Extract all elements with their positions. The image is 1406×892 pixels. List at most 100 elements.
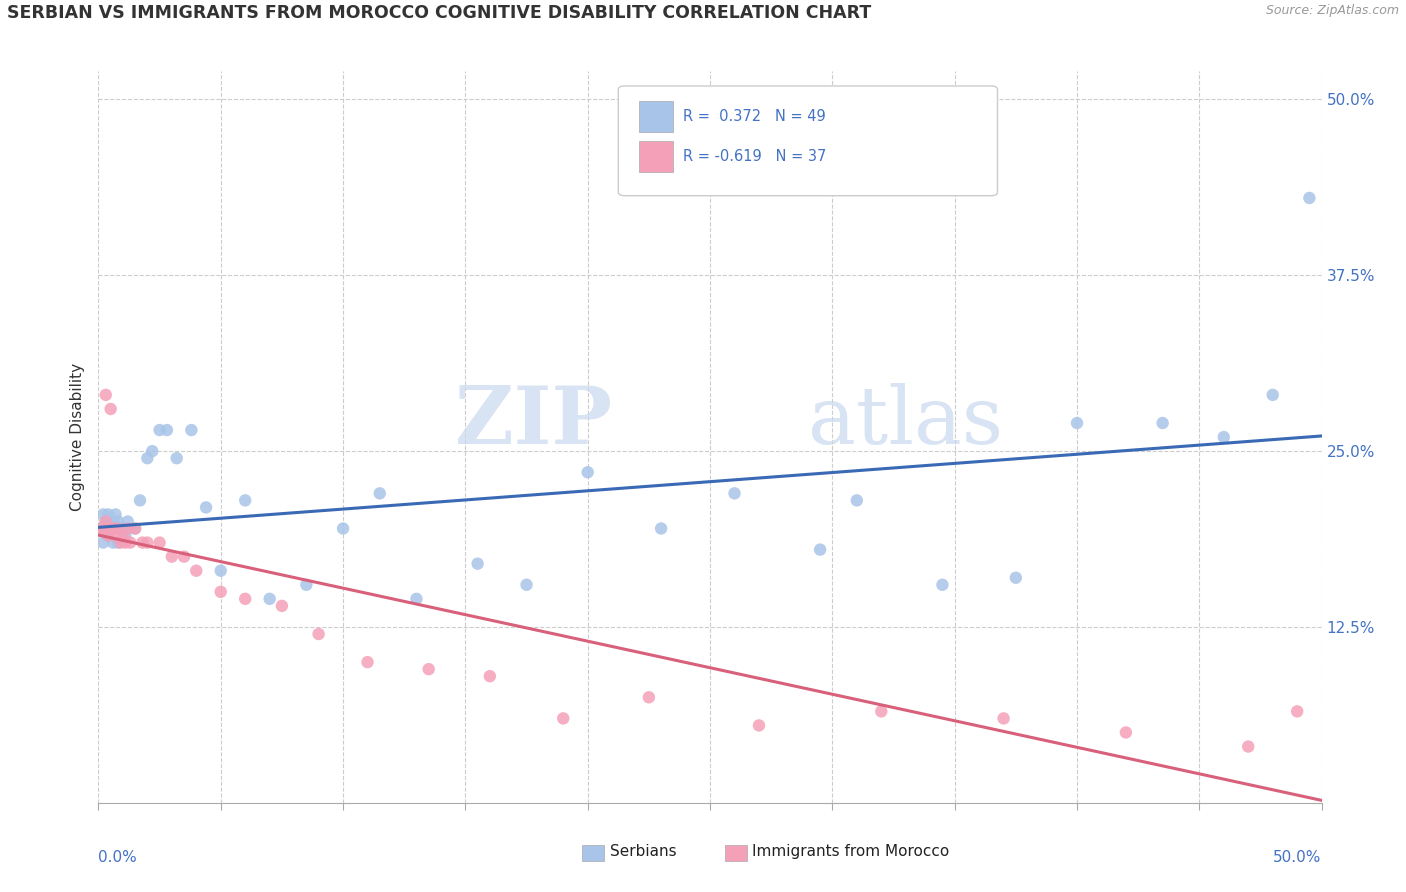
Point [149, 535, 172, 549]
Point [576, 465, 599, 479]
Point [114, 528, 136, 542]
Point [100, 521, 122, 535]
Point [808, 542, 831, 557]
Point [270, 599, 294, 613]
Point [107, 535, 129, 549]
Point [136, 535, 159, 549]
Point [1115, 725, 1137, 739]
Point [180, 423, 202, 437]
Point [233, 493, 256, 508]
Point [97, 508, 120, 522]
Point [1212, 430, 1234, 444]
Point [515, 578, 537, 592]
Point [100, 401, 122, 416]
Point [120, 535, 142, 549]
Point [1261, 388, 1284, 402]
Point [1004, 571, 1026, 585]
Point [332, 521, 354, 535]
Point [110, 535, 132, 549]
Point [104, 528, 127, 542]
Point [117, 521, 139, 535]
Point [149, 423, 172, 437]
Point [186, 564, 208, 578]
Point [91, 508, 114, 522]
Text: ZIP: ZIP [456, 384, 612, 461]
Point [233, 591, 256, 606]
Point [141, 444, 163, 458]
Text: 0.0%: 0.0% [98, 850, 138, 865]
Point [368, 486, 391, 500]
Point [1286, 705, 1309, 719]
Point [1298, 191, 1320, 205]
Point [111, 521, 134, 535]
Point [114, 535, 136, 549]
Point [94, 515, 117, 529]
Point [209, 584, 232, 599]
Point [467, 557, 489, 571]
Point [295, 578, 318, 592]
Point [156, 423, 179, 437]
Point [129, 493, 152, 508]
Point [748, 718, 770, 732]
Point [209, 564, 232, 578]
Point [97, 528, 120, 542]
Point [418, 662, 440, 676]
FancyBboxPatch shape [619, 86, 997, 195]
Point [131, 535, 153, 549]
Point [90, 521, 112, 535]
Bar [582, 846, 603, 862]
Point [638, 690, 661, 705]
Point [160, 549, 183, 564]
Point [723, 486, 745, 500]
Text: Source: ZipAtlas.com: Source: ZipAtlas.com [1265, 4, 1399, 18]
Point [104, 521, 127, 535]
Point [136, 451, 159, 466]
Bar [640, 102, 673, 132]
Point [1237, 739, 1260, 754]
Text: R =  0.372   N = 49: R = 0.372 N = 49 [683, 109, 825, 124]
Point [308, 627, 330, 641]
Point [107, 515, 129, 529]
Point [90, 521, 112, 535]
Point [117, 515, 139, 529]
Point [104, 508, 127, 522]
Point [195, 500, 218, 515]
Text: R = -0.619   N = 37: R = -0.619 N = 37 [683, 149, 827, 164]
Bar [724, 846, 747, 862]
Point [1066, 416, 1088, 430]
Y-axis label: Cognitive Disability: Cognitive Disability [70, 363, 86, 511]
Point [97, 528, 120, 542]
Point [1152, 416, 1174, 430]
Point [650, 521, 672, 535]
Text: Serbians: Serbians [610, 845, 676, 859]
Point [100, 515, 122, 529]
Point [173, 549, 195, 564]
Point [94, 388, 117, 402]
Point [94, 515, 117, 529]
Point [553, 711, 575, 725]
Point [166, 451, 188, 466]
Point [101, 535, 124, 549]
Bar [640, 141, 673, 171]
Point [100, 521, 122, 535]
Point [993, 711, 1015, 725]
Point [101, 515, 124, 529]
Point [931, 578, 953, 592]
Point [478, 669, 501, 683]
Point [124, 521, 146, 535]
Point [356, 655, 378, 669]
Point [107, 521, 129, 535]
Point [91, 535, 114, 549]
Text: Immigrants from Morocco: Immigrants from Morocco [752, 845, 949, 859]
Text: SERBIAN VS IMMIGRANTS FROM MOROCCO COGNITIVE DISABILITY CORRELATION CHART: SERBIAN VS IMMIGRANTS FROM MOROCCO COGNI… [7, 4, 872, 22]
Point [870, 705, 893, 719]
Point [110, 521, 132, 535]
Point [124, 521, 146, 535]
Point [405, 591, 427, 606]
Point [259, 591, 281, 606]
Point [91, 521, 114, 535]
Point [845, 493, 868, 508]
Text: 50.0%: 50.0% [1274, 850, 1322, 865]
Point [111, 528, 134, 542]
Point [101, 521, 124, 535]
